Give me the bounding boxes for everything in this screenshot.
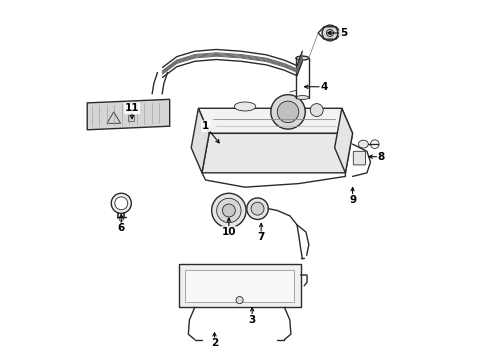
Circle shape bbox=[271, 95, 305, 129]
FancyBboxPatch shape bbox=[353, 151, 366, 165]
Circle shape bbox=[322, 25, 338, 41]
Text: 11: 11 bbox=[125, 103, 139, 113]
Polygon shape bbox=[335, 108, 353, 173]
Text: 4: 4 bbox=[320, 82, 328, 92]
Circle shape bbox=[119, 217, 123, 221]
Circle shape bbox=[115, 197, 128, 210]
Text: 8: 8 bbox=[378, 152, 385, 162]
Text: 3: 3 bbox=[248, 315, 256, 325]
Polygon shape bbox=[198, 108, 353, 134]
Polygon shape bbox=[179, 264, 300, 307]
Text: 2: 2 bbox=[211, 338, 218, 348]
Circle shape bbox=[222, 204, 235, 217]
Polygon shape bbox=[191, 108, 209, 173]
Circle shape bbox=[111, 193, 131, 213]
Circle shape bbox=[329, 32, 331, 35]
Ellipse shape bbox=[358, 140, 368, 148]
Circle shape bbox=[310, 104, 323, 117]
Polygon shape bbox=[185, 270, 294, 302]
Circle shape bbox=[277, 101, 299, 123]
Text: 1: 1 bbox=[202, 121, 209, 131]
Circle shape bbox=[217, 198, 241, 223]
Circle shape bbox=[326, 30, 334, 37]
Ellipse shape bbox=[296, 96, 309, 99]
Text: 6: 6 bbox=[118, 224, 125, 233]
Circle shape bbox=[212, 193, 246, 228]
Circle shape bbox=[251, 202, 264, 215]
Ellipse shape bbox=[234, 102, 256, 111]
Text: 5: 5 bbox=[340, 28, 347, 38]
Polygon shape bbox=[202, 134, 353, 173]
Circle shape bbox=[247, 198, 269, 220]
Text: 7: 7 bbox=[257, 232, 265, 242]
Ellipse shape bbox=[296, 56, 309, 60]
Text: 10: 10 bbox=[221, 227, 236, 237]
Text: 9: 9 bbox=[349, 195, 356, 205]
Circle shape bbox=[236, 297, 243, 304]
Polygon shape bbox=[87, 99, 170, 130]
